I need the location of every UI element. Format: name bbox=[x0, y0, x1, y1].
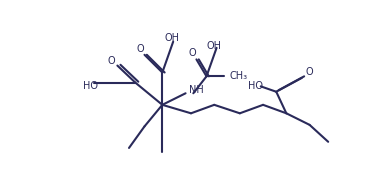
Text: O: O bbox=[189, 48, 196, 58]
Text: OH: OH bbox=[207, 41, 222, 50]
Text: OH: OH bbox=[164, 33, 179, 43]
Text: HO: HO bbox=[83, 81, 98, 91]
Text: O: O bbox=[107, 56, 115, 66]
Text: HO: HO bbox=[248, 81, 263, 91]
Text: O: O bbox=[306, 68, 314, 77]
Text: CH₃: CH₃ bbox=[230, 71, 248, 81]
Text: NH: NH bbox=[189, 85, 204, 95]
Text: O: O bbox=[136, 44, 144, 54]
